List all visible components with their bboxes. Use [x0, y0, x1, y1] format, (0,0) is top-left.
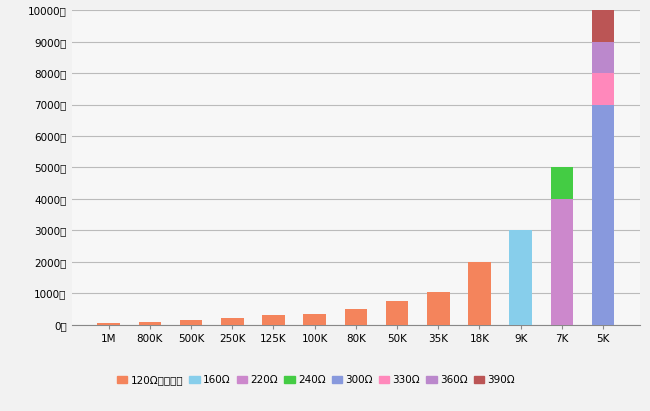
- Bar: [180, 320, 202, 325]
- Bar: [592, 42, 614, 73]
- Bar: [262, 315, 285, 325]
- Bar: [98, 323, 120, 325]
- Bar: [304, 314, 326, 325]
- Bar: [221, 319, 244, 325]
- Bar: [592, 73, 614, 105]
- Legend: 120Ω匹配电队, 160Ω, 220Ω, 240Ω, 300Ω, 330Ω, 360Ω, 390Ω: 120Ω匹配电队, 160Ω, 220Ω, 240Ω, 300Ω, 330Ω, …: [113, 371, 519, 389]
- Bar: [427, 292, 450, 325]
- Bar: [551, 199, 573, 325]
- Bar: [344, 309, 367, 325]
- Bar: [510, 230, 532, 325]
- Bar: [592, 105, 614, 325]
- Bar: [385, 301, 408, 325]
- Bar: [592, 10, 614, 42]
- Bar: [468, 262, 491, 325]
- Bar: [551, 168, 573, 199]
- Bar: [138, 321, 161, 325]
